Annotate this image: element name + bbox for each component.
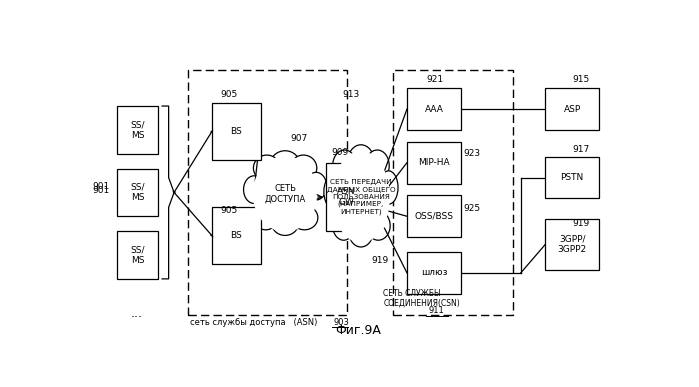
Ellipse shape [291,205,318,230]
Text: 917: 917 [572,145,589,154]
Text: BS: BS [231,127,243,136]
Text: ASP: ASP [563,104,581,113]
Text: 901: 901 [93,187,110,195]
Ellipse shape [379,171,398,204]
Text: BS: BS [231,231,243,240]
Bar [212,103,261,160]
Ellipse shape [305,172,326,200]
Ellipse shape [324,175,343,208]
Text: 919: 919 [572,219,589,228]
Text: СЕТЬ СЛУЖБЫ
СОЕДИНЕНИЯ(CSN): СЕТЬ СЛУЖБЫ СОЕДИНЕНИЯ(CSN) [383,289,460,308]
Text: 919: 919 [372,257,389,265]
Polygon shape [173,191,176,194]
Text: шлюз: шлюз [421,269,447,277]
Bar [187,70,347,315]
Ellipse shape [349,218,373,247]
Bar [545,219,599,270]
Ellipse shape [271,151,300,178]
Ellipse shape [333,211,354,240]
Text: 901: 901 [93,182,110,191]
Text: СЕТЬ
ДОСТУПА: СЕТЬ ДОСТУПА [264,184,305,204]
Bar [117,106,158,154]
Text: 3GPP/
3GPP2: 3GPP/ 3GPP2 [558,235,586,254]
Text: 913: 913 [342,89,359,99]
Bar [212,207,261,264]
Text: 911: 911 [429,306,445,315]
Ellipse shape [254,205,278,230]
Text: ASN
GW: ASN GW [337,187,355,207]
Ellipse shape [290,155,317,181]
Text: 909: 909 [331,148,348,157]
Text: AAA: AAA [424,104,444,113]
Text: MIP-HA: MIP-HA [418,158,450,167]
Text: СЕТЬ ПЕРЕДАЧИ
ДАННЫХ ОБЩЕГО
ПОЛЬЗОВАНИЯ
(НАПРИМЕР,
ИНТЕРНЕТ): СЕТЬ ПЕРЕДАЧИ ДАННЫХ ОБЩЕГО ПОЛЬЗОВАНИЯ … [326,179,395,214]
Text: 907: 907 [291,134,308,143]
Text: сеть службы доступа   (ASN): сеть службы доступа (ASN) [190,318,320,327]
Bar [394,70,512,315]
Ellipse shape [332,151,390,243]
Text: Фиг.9А: Фиг.9А [336,324,381,337]
Bar [407,252,461,294]
Ellipse shape [347,145,374,178]
Ellipse shape [253,156,317,232]
Bar [117,169,158,216]
Ellipse shape [329,159,392,235]
Text: SS/
MS: SS/ MS [130,183,145,202]
Bar [407,88,461,130]
Text: OSS/BSS: OSS/BSS [415,212,454,221]
Ellipse shape [366,150,389,181]
Text: 903: 903 [334,318,350,327]
Text: PSTN: PSTN [561,173,584,182]
Polygon shape [210,129,213,133]
Text: SS/
MS: SS/ MS [130,245,145,265]
Ellipse shape [366,211,390,240]
Ellipse shape [333,150,356,181]
Bar [117,231,158,279]
Text: 925: 925 [464,204,481,213]
Ellipse shape [254,155,280,181]
Bar [407,142,461,183]
Bar [545,88,599,130]
Ellipse shape [243,176,265,204]
Ellipse shape [250,163,320,225]
Bar [326,163,366,231]
Text: 905: 905 [220,206,238,215]
Ellipse shape [272,211,298,235]
Polygon shape [173,190,176,194]
Polygon shape [210,235,214,238]
Text: 923: 923 [464,149,481,158]
Text: SS/
MS: SS/ MS [130,120,145,140]
Text: 915: 915 [572,75,589,84]
Text: 921: 921 [426,75,443,84]
Text: 905: 905 [220,89,238,99]
Bar [407,195,461,237]
Text: ...: ... [130,307,142,320]
Bar [545,157,599,199]
